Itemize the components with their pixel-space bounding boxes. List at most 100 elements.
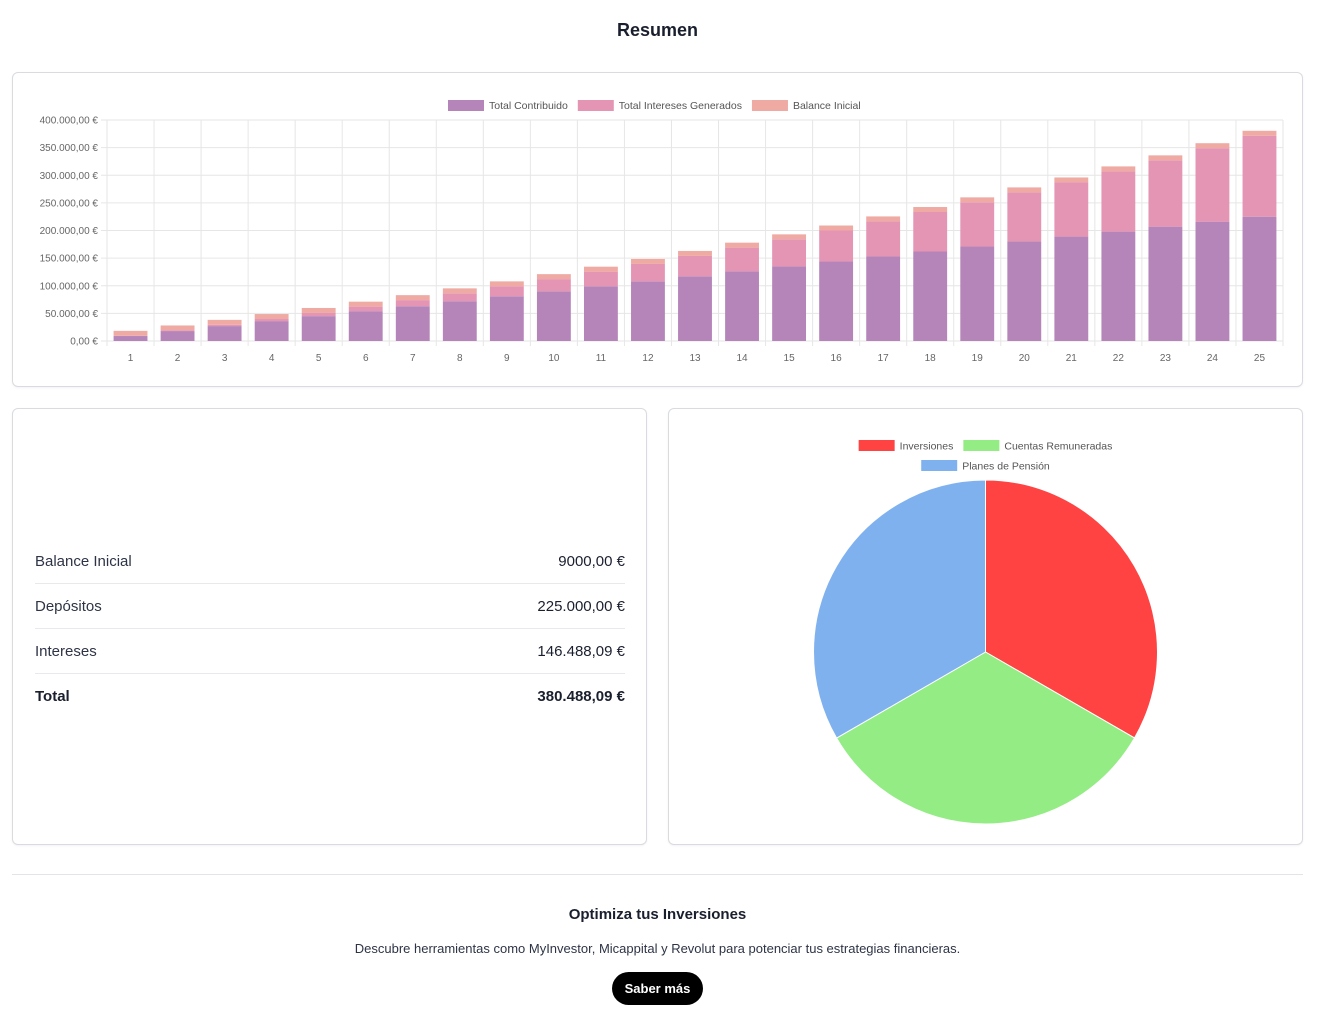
bar-segment: [1195, 221, 1230, 341]
bar-segment: [772, 239, 807, 267]
legend-swatch: [577, 100, 614, 111]
bar-segment: [160, 330, 195, 332]
bar-segment: [348, 311, 383, 341]
bar-segment: [1148, 226, 1183, 341]
bar-segment: [442, 293, 477, 302]
learn-more-button[interactable]: Saber más: [612, 972, 703, 1005]
pie-slice: [835, 651, 1136, 825]
legend-label: Balance Inicial: [793, 100, 861, 112]
summary-label: Total: [35, 687, 70, 705]
bar-segment: [1242, 135, 1277, 217]
bar-segment: [1007, 187, 1042, 193]
bar-segment: [395, 295, 430, 301]
bar-segment: [631, 281, 665, 341]
y-tick-label: 0,00 €: [70, 337, 98, 348]
bar-segment: [866, 221, 901, 257]
bar-segment: [536, 274, 571, 280]
bar-segment: [489, 286, 524, 297]
x-tick-label: 18: [925, 353, 937, 364]
bar-segment: [1054, 236, 1089, 341]
bar-segment: [819, 230, 854, 262]
x-tick-label: 13: [689, 353, 701, 364]
pie-chart-card: Inversiones Cuentas Remuneradas Planes de …: [668, 408, 1303, 845]
bar-segment: [160, 325, 195, 331]
summary-label: Depósitos: [35, 597, 102, 615]
x-tick-label: 19: [972, 353, 984, 364]
summary-label: Intereses: [35, 642, 97, 660]
x-tick-label: 21: [1066, 353, 1078, 364]
x-tick-label: 1: [128, 353, 134, 364]
legend-item: Inversiones: [858, 440, 953, 453]
legend-label: Cuentas Remuneradas: [1004, 441, 1112, 453]
x-tick-label: 22: [1113, 353, 1125, 364]
bar-segment: [348, 301, 383, 307]
bar-segment: [1148, 155, 1183, 161]
bar-segment: [1007, 192, 1042, 242]
bar-segment: [1195, 148, 1230, 222]
bar-segment: [960, 197, 995, 203]
bar-segment: [819, 225, 854, 231]
bar-segment: [254, 319, 289, 322]
x-tick-label: 17: [878, 353, 890, 364]
bar-segment: [113, 330, 148, 336]
summary-value: 9000,00 €: [558, 552, 625, 570]
bar-chart-card: Total Contribuido Total Intereses Generad…: [12, 72, 1303, 387]
bar-segment: [678, 250, 712, 256]
legend-item: Balance Inicial: [751, 100, 861, 112]
bar-segment: [1101, 166, 1136, 172]
bar-segment: [913, 211, 948, 252]
bar-segment: [395, 306, 430, 341]
bar-segment: [1148, 160, 1183, 227]
bar-segment: [301, 312, 336, 317]
bar-segment: [1101, 171, 1136, 232]
promo-text: Descubre herramientas como MyInvestor, M…: [354, 941, 961, 956]
x-tick-label: 6: [363, 353, 369, 364]
bar-segment: [489, 296, 524, 341]
bar-segment: [254, 314, 289, 320]
summary-card: Balance Inicial 9000,00 € Depósitos 225.…: [12, 408, 647, 845]
pie-slice: [985, 479, 1158, 739]
x-tick-label: 14: [736, 353, 748, 364]
bar-segment: [536, 279, 571, 292]
legend-swatch: [963, 440, 1000, 451]
legend-label: Total Intereses Generados: [619, 100, 742, 112]
bar-segment: [1054, 177, 1089, 183]
summary-value: 225.000,00 €: [537, 597, 625, 615]
bar-segment: [207, 326, 242, 341]
x-tick-label: 20: [1019, 353, 1031, 364]
bar-segment: [1054, 182, 1089, 237]
legend-label: Total Contribuido: [489, 100, 568, 112]
bar-segment: [866, 216, 901, 222]
summary-row-total: Total 380.488,09 €: [35, 674, 625, 718]
y-tick-label: 150.000,00 €: [40, 254, 99, 265]
bar-segment: [866, 256, 901, 341]
x-tick-label: 24: [1207, 353, 1219, 364]
bar-segment: [536, 291, 571, 341]
bar-segment: [442, 288, 477, 294]
bar-segment: [772, 266, 807, 341]
x-tick-label: 10: [548, 353, 560, 364]
x-tick-label: 23: [1160, 353, 1172, 364]
x-tick-label: 15: [784, 353, 796, 364]
legend-item: Total Contribuido: [448, 100, 568, 112]
bar-segment: [1101, 231, 1136, 341]
bar-segment: [631, 263, 665, 282]
y-tick-label: 300.000,00 €: [40, 171, 99, 182]
legend-label: Planes de Pensión: [962, 461, 1050, 473]
bar-segment: [678, 255, 712, 277]
x-tick-label: 9: [504, 353, 510, 364]
y-tick-label: 50.000,00 €: [45, 309, 98, 320]
y-tick-label: 250.000,00 €: [40, 198, 99, 209]
legend-item: Cuentas Remuneradas: [963, 440, 1112, 453]
y-tick-label: 350.000,00 €: [40, 143, 99, 154]
legend-item: Total Intereses Generados: [577, 100, 742, 112]
bar-segment: [113, 336, 148, 341]
bar-segment: [207, 324, 242, 327]
bar-segment: [207, 319, 242, 325]
bar-segment: [725, 271, 759, 341]
x-tick-label: 5: [316, 353, 322, 364]
page-title: Resumen: [616, 20, 699, 40]
bar-segment: [1007, 241, 1042, 341]
bar-segment: [489, 281, 524, 287]
bar-segment: [772, 234, 807, 240]
